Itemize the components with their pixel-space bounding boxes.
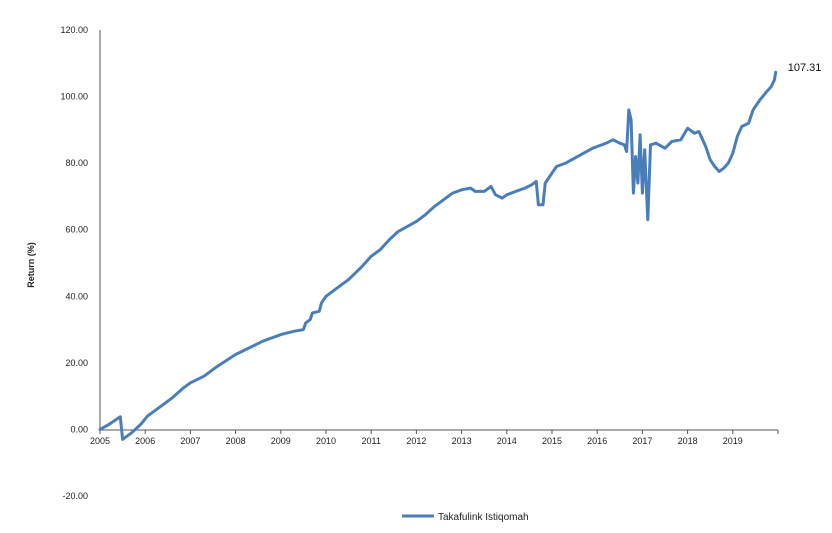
- x-axis: 2005 2006 2007 2008 2009 2010 2011 2012 2013 2014…: [90, 429, 779, 446]
- legend: Takafulink Istiqomah: [402, 512, 529, 523]
- x-tick-label: 2010: [316, 436, 336, 446]
- y-tick-label: 60.00: [65, 225, 88, 235]
- end-value-label: 107.31: [788, 62, 822, 74]
- x-tick-label: 2015: [542, 436, 562, 446]
- x-tick-label: 2005: [90, 436, 110, 446]
- x-tick-label: 2013: [452, 436, 472, 446]
- y-tick-label: 20.00: [65, 358, 88, 368]
- series-line-takafulink-istiqomah: [98, 70, 778, 441]
- legend-label: Takafulink Istiqomah: [438, 512, 529, 523]
- y-tick-label: 0.00: [70, 424, 88, 434]
- x-tick-label: 2007: [180, 436, 200, 446]
- y-axis: -20.00 0.00 20.00 40.00 60.00 80.00 100.00 120.…: [60, 25, 101, 501]
- x-tick-label: 2011: [362, 436, 381, 446]
- y-tick-label: 80.00: [65, 158, 88, 168]
- x-tick-label: 2006: [135, 436, 155, 446]
- x-tick-label: 2009: [271, 436, 291, 446]
- y-axis-label: Return (%): [26, 242, 36, 288]
- x-tick-label: 2008: [226, 436, 246, 446]
- y-tick-label: -20.00: [62, 491, 88, 501]
- x-tick-label: 2018: [678, 436, 698, 446]
- y-tick-label: 100.00: [60, 92, 88, 102]
- x-tick-label: 2017: [632, 436, 652, 446]
- y-tick-label: 120.00: [60, 25, 88, 35]
- x-tick-label: 2016: [587, 436, 607, 446]
- x-tick-label: 2014: [497, 436, 517, 446]
- x-tick-label: 2012: [406, 436, 426, 446]
- x-tick-label: 2019: [723, 436, 743, 446]
- y-tick-label: 40.00: [65, 291, 88, 301]
